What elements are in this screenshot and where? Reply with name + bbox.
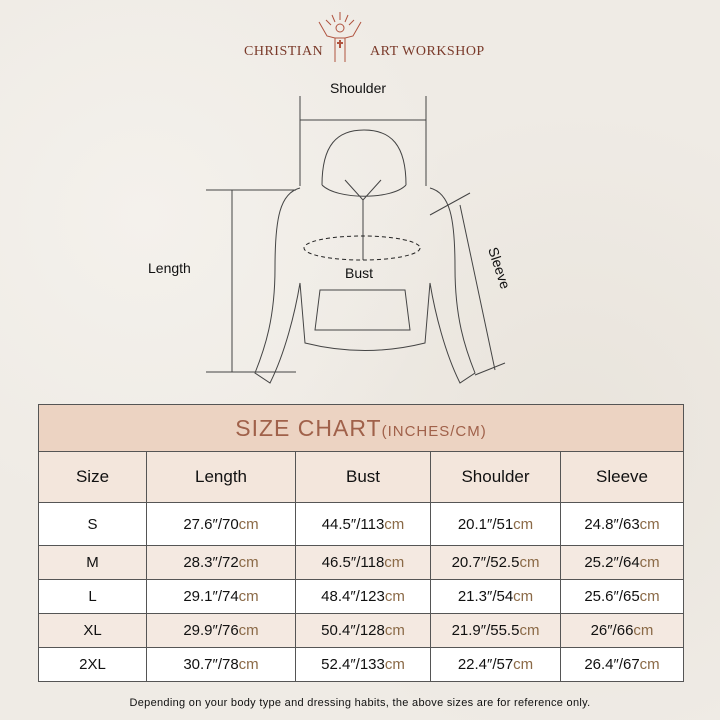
measure-value: 29.9″/76: [183, 622, 239, 639]
measure-value: 20.1″/51: [457, 515, 514, 533]
measure-value: 52.4″/133: [321, 656, 385, 673]
size-chart-table: SIZE CHART(INCHES/CM) Size Length Bust S…: [38, 404, 684, 682]
table-row: 2XL 30.7″/78cm 52.4″/133cm 22.4″/57cm 26.4″/…: [38, 647, 684, 682]
shoulder-measure-line: [299, 96, 427, 186]
measure-value: 25.2″/64: [584, 554, 640, 571]
size-cell: 2XL: [38, 647, 147, 682]
measure-value: 26″/66: [590, 622, 634, 639]
measure-value: 27.6″/70: [183, 515, 239, 533]
unit-cm: cm: [633, 622, 654, 639]
measure-value: 25.6″/65: [584, 588, 640, 605]
measure-cell: 20.7″/52.5cm: [430, 545, 561, 580]
measure-value: 50.4″/128: [321, 622, 385, 639]
unit-cm: cm: [384, 515, 405, 533]
measure-cell: 29.9″/76cm: [146, 613, 296, 648]
shoulder-label: Shoulder: [330, 80, 387, 96]
measure-cell: 25.6″/65cm: [560, 579, 684, 614]
measure-cell: 29.1″/74cm: [146, 579, 296, 614]
measure-value: 30.7″/78: [183, 656, 239, 673]
measure-cell: 46.5″/118cm: [295, 545, 431, 580]
table-row: XL 29.9″/76cm 50.4″/128cm 21.9″/55.5cm 26″/6…: [38, 613, 684, 648]
hoodie-outline: [254, 129, 476, 384]
unit-cm: cm: [384, 622, 405, 639]
measure-value: 21.9″/55.5: [451, 622, 520, 639]
measure-cell: 28.3″/72cm: [146, 545, 296, 580]
measure-cell: 20.1″/51cm: [430, 502, 561, 546]
brand-name-right: ART WORKSHOP: [370, 44, 485, 59]
unit-cm: cm: [238, 622, 259, 639]
measure-cell: 44.5″/113cm: [295, 502, 431, 546]
measure-cell: 22.4″/57cm: [430, 647, 561, 682]
measure-cell: 26.4″/67cm: [560, 647, 684, 682]
measure-cell: 30.7″/78cm: [146, 647, 296, 682]
pocket: [314, 289, 411, 331]
unit-cm: cm: [639, 515, 660, 533]
length-measure-line: [206, 189, 296, 373]
unit-cm: cm: [238, 656, 259, 673]
measure-value: 48.4″/123: [321, 588, 385, 605]
length-label: Length: [148, 260, 191, 276]
measure-value: 22.4″/57: [457, 656, 514, 673]
unit-cm: cm: [238, 554, 259, 571]
table-row: L 29.1″/74cm 48.4″/123cm 21.3″/54cm 25.6″/65…: [38, 579, 684, 614]
unit-cm: cm: [639, 656, 660, 673]
unit-cm: cm: [513, 588, 534, 605]
col-header: Length: [146, 451, 296, 503]
hoodie-diagram: [206, 96, 506, 384]
header-row: Size Length Bust Shoulder Sleeve: [38, 451, 684, 503]
measure-cell: 24.8″/63cm: [560, 502, 684, 546]
size-cell: L: [38, 579, 147, 614]
christ-logo-icon: [318, 12, 362, 62]
measure-value: 28.3″/72: [183, 554, 239, 571]
title-unit: (INCHES/CM): [381, 422, 487, 440]
measure-value: 46.5″/118: [321, 554, 385, 571]
unit-cm: cm: [519, 622, 540, 639]
measure-cell: 25.2″/64cm: [560, 545, 684, 580]
reference-note: Depending on your body type and dressing…: [129, 697, 591, 709]
brand-header: CHRISTIAN ART WORKSHOP: [0, 10, 720, 65]
title-text: SIZE CHART: [235, 414, 382, 441]
col-header: Shoulder: [430, 451, 561, 503]
measure-cell: 52.4″/133cm: [295, 647, 431, 682]
unit-cm: cm: [384, 656, 405, 673]
col-header: Sleeve: [560, 451, 684, 503]
measure-cell: 21.3″/54cm: [430, 579, 561, 614]
measure-value: 44.5″/113: [321, 515, 385, 533]
table-row: S 27.6″/70cm 44.5″/113cm 20.1″/51cm 24.8″/63…: [38, 502, 684, 546]
measure-cell: 27.6″/70cm: [146, 502, 296, 546]
unit-cm: cm: [384, 588, 405, 605]
unit-cm: cm: [639, 588, 660, 605]
size-cell: XL: [38, 613, 147, 648]
size-cell: S: [38, 502, 147, 546]
table-row: M 28.3″/72cm 46.5″/118cm 20.7″/52.5cm 25.2″/…: [38, 545, 684, 580]
bust-ellipse: [303, 235, 421, 261]
unit-cm: cm: [639, 554, 660, 571]
unit-cm: cm: [513, 656, 534, 673]
bust-label: Bust: [345, 265, 374, 281]
measure-value: 24.8″/63: [584, 515, 640, 533]
measure-cell: 50.4″/128cm: [295, 613, 431, 648]
col-header: Bust: [295, 451, 431, 503]
measure-value: 21.3″/54: [457, 588, 514, 605]
unit-cm: cm: [513, 515, 534, 533]
unit-cm: cm: [238, 515, 259, 533]
size-cell: M: [38, 545, 147, 580]
size-chart-title: SIZE CHART(INCHES/CM): [38, 404, 684, 452]
measure-value: 29.1″/74: [183, 588, 239, 605]
brand-name-left: CHRISTIAN: [244, 44, 324, 59]
measure-value: 20.7″/52.5: [451, 554, 520, 571]
unit-cm: cm: [384, 554, 405, 571]
col-header: Size: [38, 451, 147, 503]
measure-value: 26.4″/67: [584, 656, 640, 673]
sleeve-measure-line: [429, 192, 506, 376]
measure-cell: 48.4″/123cm: [295, 579, 431, 614]
measure-cell: 26″/66cm: [560, 613, 684, 648]
unit-cm: cm: [519, 554, 540, 571]
measure-cell: 21.9″/55.5cm: [430, 613, 561, 648]
unit-cm: cm: [238, 588, 259, 605]
